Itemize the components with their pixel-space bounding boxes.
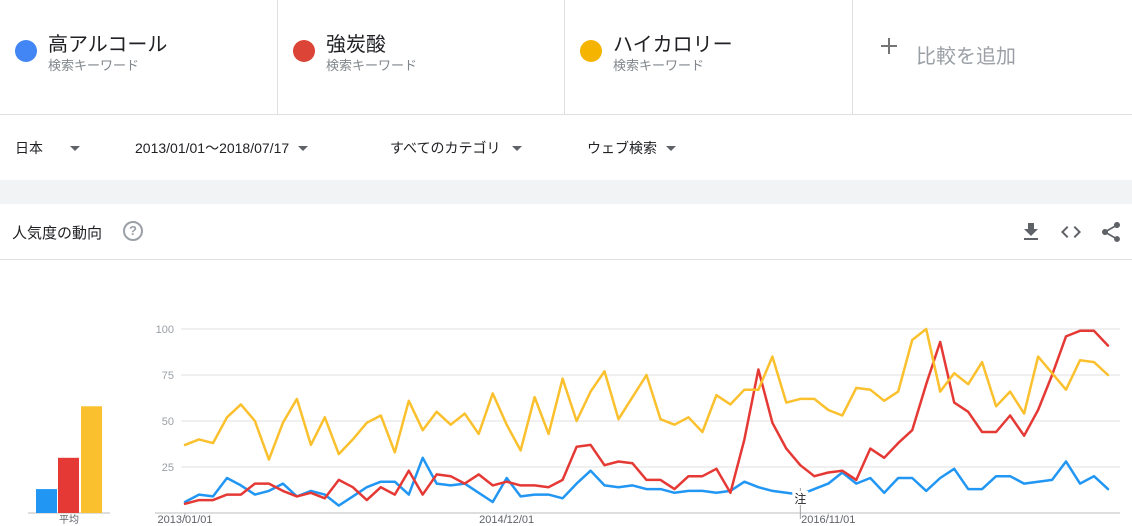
- chevron-down-icon: [70, 145, 80, 151]
- region-value: 日本: [15, 140, 43, 156]
- interest-over-time-card: 人気度の動向 ? 100 75 50 25 2013/01/01 2014/12/01 20…: [0, 204, 1132, 526]
- x-tick-label: 2014/12/01: [479, 514, 534, 526]
- term-name-3[interactable]: ハイカロリー: [613, 34, 733, 56]
- y-tick-label: 50: [162, 416, 174, 428]
- card-header: 人気度の動向 ?: [0, 204, 1132, 260]
- x-tick-label: 2016/11/01: [801, 514, 855, 526]
- average-bar-3: [81, 406, 102, 513]
- category-value: すべてのカテゴリ: [390, 140, 501, 156]
- date-range-dropdown[interactable]: 2013/01/01～2018/07/17: [135, 138, 309, 158]
- term-color-dot-3: [580, 40, 602, 62]
- term-type-1: 検索キーワード: [48, 58, 140, 73]
- average-bar-1: [36, 489, 57, 513]
- y-tick-label: 100: [156, 324, 174, 336]
- term-card-3[interactable]: ハイカロリー 検索キーワード: [565, 0, 853, 115]
- search-property-dropdown[interactable]: ウェブ検索: [587, 138, 676, 158]
- help-icon[interactable]: ?: [123, 221, 143, 241]
- term-card-2[interactable]: 強炭酸 検索キーワード: [278, 0, 565, 115]
- section-divider: [0, 180, 1132, 204]
- term-type-3: 検索キーワード: [613, 58, 705, 73]
- term-color-dot-2: [293, 40, 315, 62]
- term-name-1[interactable]: 高アルコール: [48, 34, 168, 56]
- note-marker-label: 注: [794, 491, 806, 506]
- search-property-value: ウェブ検索: [587, 140, 657, 156]
- filter-bar: 日本 2013/01/01～2018/07/17 すべてのカテゴリ ウェブ検索: [0, 116, 1132, 180]
- term-color-dot-1: [15, 40, 37, 62]
- add-icon: [881, 38, 897, 54]
- trend-chart-area: 100 75 50 25 2013/01/01 2014/12/01 2016/11/01 注…: [0, 260, 1132, 526]
- term-type-2: 検索キーワード: [326, 58, 418, 73]
- embed-icon[interactable]: [1059, 220, 1083, 244]
- chevron-down-icon: [298, 145, 309, 151]
- term-name-2[interactable]: 強炭酸: [326, 34, 386, 56]
- download-icon[interactable]: [1019, 220, 1043, 244]
- date-range-value: 2013/01/01～2018/07/17: [135, 140, 290, 156]
- add-comparison-label: 比較を追加: [916, 46, 1016, 68]
- note-marker-bg: [792, 491, 809, 505]
- x-tick-label: 2013/01/01: [157, 514, 212, 526]
- term-card-1[interactable]: 高アルコール 検索キーワード: [0, 0, 278, 115]
- series-line-2: [183, 329, 1110, 506]
- chevron-down-icon: [512, 145, 523, 151]
- add-comparison-button[interactable]: 比較を追加: [853, 0, 1132, 115]
- average-label: 平均: [59, 514, 79, 526]
- share-icon[interactable]: [1099, 220, 1123, 244]
- chevron-down-icon: [666, 145, 676, 151]
- y-tick-label: 75: [162, 370, 174, 382]
- compare-terms-bar: 高アルコール 検索キーワード 強炭酸 検索キーワード ハイカロリー 検索キーワー…: [0, 0, 1132, 115]
- average-bar-2: [58, 457, 79, 513]
- category-dropdown[interactable]: すべてのカテゴリ: [390, 138, 523, 158]
- trend-chart: 100 75 50 25 2013/01/01 2014/12/01 2016/11/01 注…: [28, 324, 1120, 526]
- card-title: 人気度の動向: [12, 225, 103, 242]
- series-line-3: [183, 327, 1110, 461]
- y-tick-label: 25: [162, 462, 174, 474]
- series-line-1: [183, 456, 1110, 507]
- region-dropdown[interactable]: 日本: [15, 138, 80, 158]
